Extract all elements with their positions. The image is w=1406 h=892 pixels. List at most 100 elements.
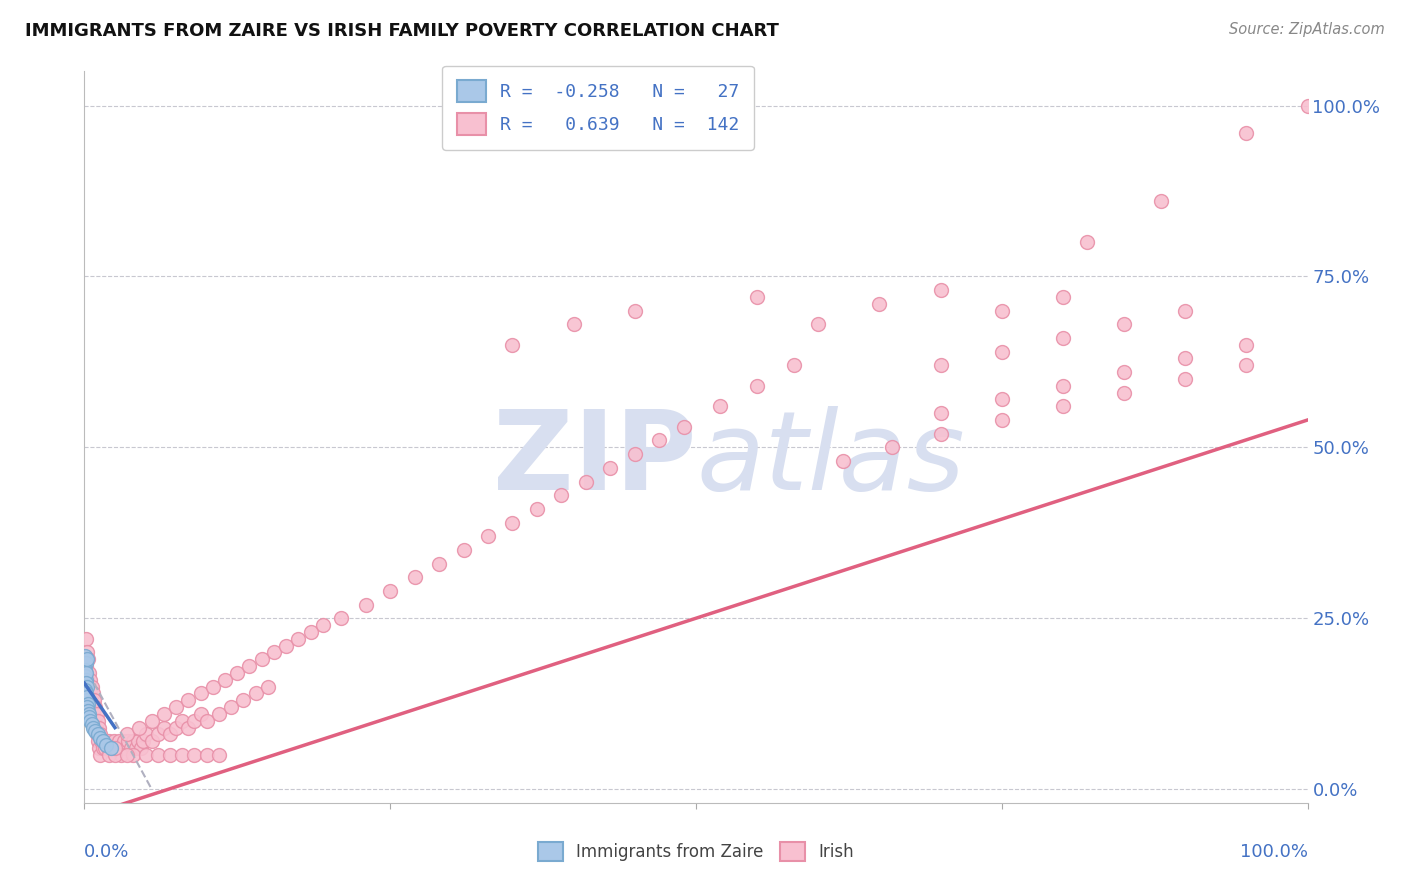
Point bbox=[91, 734, 114, 748]
Point bbox=[83, 714, 105, 728]
Point bbox=[165, 721, 187, 735]
Point bbox=[929, 406, 952, 420]
Point bbox=[929, 359, 952, 373]
Point bbox=[80, 700, 103, 714]
Point bbox=[250, 652, 273, 666]
Point bbox=[100, 741, 122, 756]
Point bbox=[190, 706, 212, 721]
Point bbox=[208, 747, 231, 762]
Point bbox=[96, 738, 118, 752]
Point bbox=[1114, 365, 1136, 379]
Point bbox=[77, 686, 100, 700]
Point bbox=[76, 680, 98, 694]
Point bbox=[100, 741, 122, 756]
Point bbox=[76, 652, 98, 666]
Text: 0.0%: 0.0% bbox=[84, 843, 129, 861]
Point bbox=[105, 741, 128, 756]
Point bbox=[129, 741, 152, 756]
Point bbox=[477, 529, 499, 543]
Point bbox=[380, 583, 402, 598]
Point bbox=[783, 359, 806, 373]
Point bbox=[77, 697, 100, 711]
Point bbox=[354, 598, 377, 612]
Point bbox=[172, 714, 194, 728]
Point bbox=[195, 714, 218, 728]
Point bbox=[112, 734, 135, 748]
Point bbox=[110, 741, 132, 756]
Point bbox=[132, 734, 155, 748]
Point bbox=[141, 714, 163, 728]
Point bbox=[1114, 318, 1136, 332]
Point bbox=[91, 741, 114, 756]
Point bbox=[153, 721, 176, 735]
Point bbox=[75, 659, 97, 673]
Point bbox=[190, 686, 212, 700]
Point bbox=[75, 669, 97, 683]
Point bbox=[89, 747, 111, 762]
Point bbox=[107, 734, 129, 748]
Point bbox=[93, 734, 115, 748]
Point bbox=[929, 426, 952, 441]
Point bbox=[75, 665, 97, 680]
Point bbox=[97, 741, 120, 756]
Point bbox=[624, 447, 647, 461]
Point bbox=[562, 318, 585, 332]
Point bbox=[79, 714, 101, 728]
Point bbox=[104, 747, 127, 762]
Point bbox=[991, 413, 1014, 427]
Point bbox=[89, 727, 111, 741]
Point bbox=[75, 676, 97, 690]
Point bbox=[330, 611, 353, 625]
Point bbox=[80, 680, 103, 694]
Point bbox=[86, 706, 108, 721]
Point bbox=[84, 721, 107, 735]
Point bbox=[1052, 331, 1074, 345]
Point bbox=[991, 303, 1014, 318]
Point bbox=[115, 741, 138, 756]
Point bbox=[82, 706, 104, 721]
Text: atlas: atlas bbox=[696, 406, 965, 513]
Point bbox=[165, 700, 187, 714]
Point bbox=[87, 721, 110, 735]
Point bbox=[575, 475, 598, 489]
Point bbox=[245, 686, 267, 700]
Point bbox=[120, 741, 142, 756]
Text: 100.0%: 100.0% bbox=[1240, 843, 1308, 861]
Point bbox=[104, 741, 127, 756]
Point bbox=[87, 741, 110, 756]
Point bbox=[122, 747, 145, 762]
Text: IMMIGRANTS FROM ZAIRE VS IRISH FAMILY POVERTY CORRELATION CHART: IMMIGRANTS FROM ZAIRE VS IRISH FAMILY PO… bbox=[25, 22, 779, 40]
Point bbox=[87, 714, 110, 728]
Point bbox=[177, 693, 200, 707]
Point bbox=[747, 290, 769, 304]
Point bbox=[75, 686, 97, 700]
Point bbox=[257, 680, 280, 694]
Point bbox=[122, 734, 145, 748]
Point bbox=[79, 693, 101, 707]
Point bbox=[75, 673, 97, 687]
Point bbox=[77, 652, 100, 666]
Point bbox=[73, 648, 96, 663]
Point bbox=[709, 400, 731, 414]
Point bbox=[550, 488, 572, 502]
Point bbox=[1150, 194, 1173, 209]
Point bbox=[77, 706, 100, 721]
Point bbox=[76, 700, 98, 714]
Point bbox=[79, 673, 101, 687]
Point bbox=[76, 645, 98, 659]
Point bbox=[276, 639, 298, 653]
Point bbox=[599, 460, 621, 475]
Point bbox=[76, 690, 98, 704]
Point bbox=[110, 747, 132, 762]
Point bbox=[991, 344, 1014, 359]
Point bbox=[77, 710, 100, 724]
Point bbox=[84, 724, 107, 739]
Point bbox=[82, 686, 104, 700]
Point bbox=[502, 338, 524, 352]
Point bbox=[82, 721, 104, 735]
Point bbox=[1236, 338, 1258, 352]
Point bbox=[128, 721, 150, 735]
Point bbox=[146, 727, 169, 741]
Point bbox=[183, 747, 205, 762]
Point bbox=[75, 656, 97, 670]
